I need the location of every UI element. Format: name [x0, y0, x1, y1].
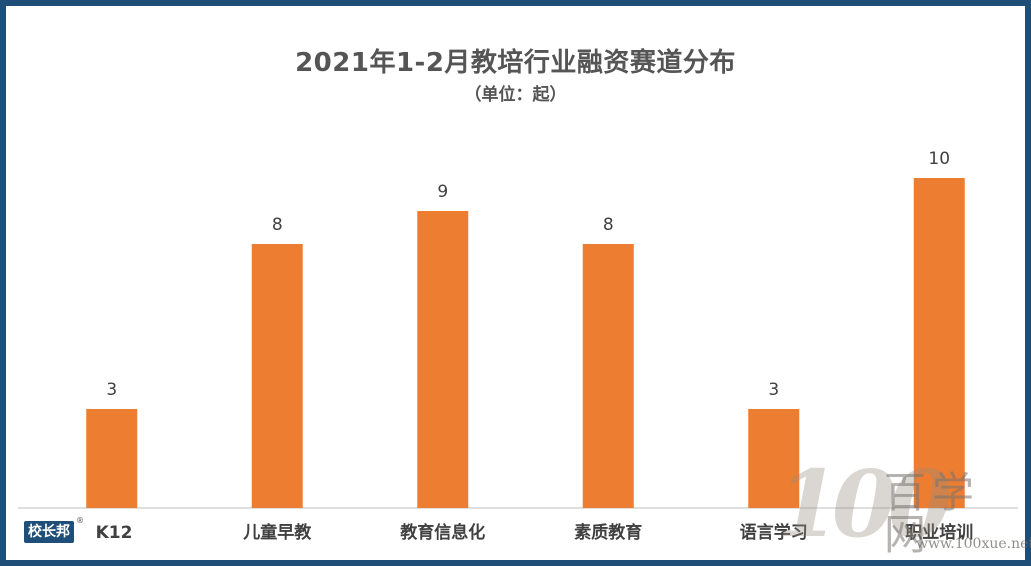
chart-subtitle: （单位：起） [464, 85, 567, 105]
category-label-5: 职业培训 [905, 522, 973, 543]
category-label-0: K12 [96, 523, 133, 543]
watermark-text: 百学网 [884, 468, 981, 559]
category-label-4: 语言学习 [740, 522, 808, 543]
bar-0 [86, 409, 138, 508]
bar-2 [417, 211, 469, 508]
bar-5 [913, 178, 965, 508]
data-label-0: 3 [106, 380, 117, 400]
watermark-number: 100 [776, 450, 952, 558]
chart-title: 2021年1-2月教培行业融资赛道分布 [295, 48, 736, 78]
data-label-5: 10 [928, 149, 950, 169]
brand-registered-mark: ® [76, 516, 84, 525]
bar-3 [582, 244, 634, 508]
data-label-2: 9 [437, 182, 448, 202]
data-label-3: 8 [603, 215, 614, 235]
brand-logo: 校长邦 [24, 521, 74, 543]
bar-1 [251, 244, 303, 508]
bar-chart: 3 K12 8 儿童早教 9 教育信息化 8 素质教育 3 语言学习 10 职业培训 [18, 149, 1018, 543]
bar-4 [748, 409, 800, 508]
category-label-2: 教育信息化 [399, 522, 485, 543]
data-label-1: 8 [272, 215, 283, 235]
category-label-1: 儿童早教 [242, 522, 312, 543]
category-label-3: 素质教育 [574, 522, 642, 543]
watermark-url: www.100xue.net [916, 536, 1031, 552]
data-label-4: 3 [768, 380, 779, 400]
